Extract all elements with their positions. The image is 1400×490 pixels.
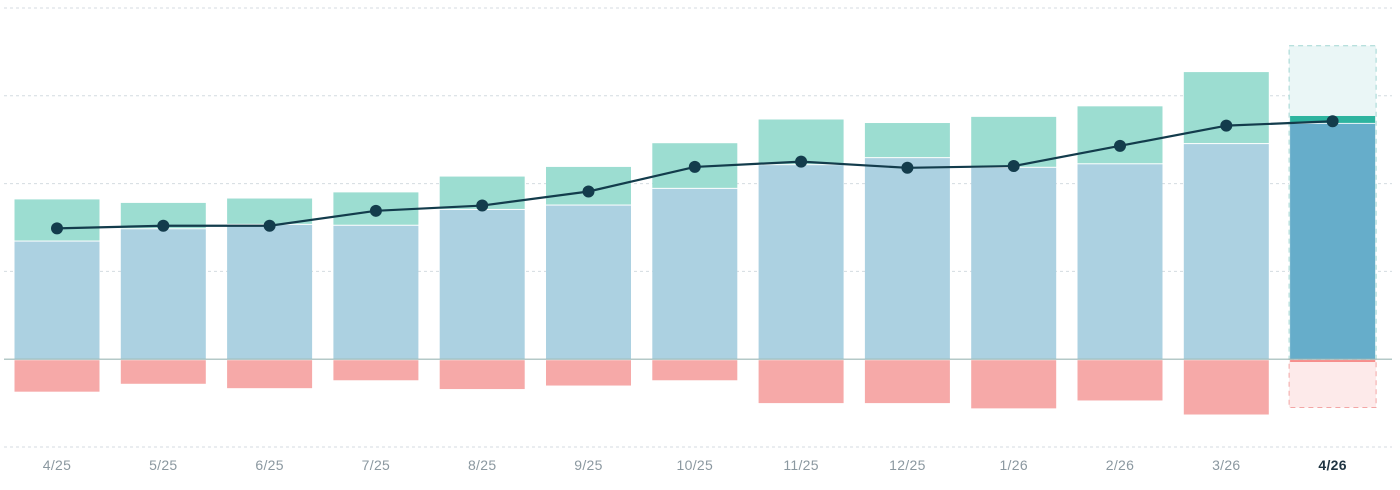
bar-negative[interactable]	[333, 360, 419, 381]
trend-point[interactable]	[263, 219, 276, 232]
bar-negative[interactable]	[227, 360, 313, 389]
bar-base[interactable]	[546, 205, 631, 360]
bar-growth[interactable]	[227, 198, 313, 224]
bar-negative[interactable]	[439, 360, 525, 390]
bar-negative[interactable]	[758, 360, 844, 404]
bar-base[interactable]	[864, 158, 950, 360]
bar-negative[interactable]	[971, 360, 1057, 409]
bar-growth[interactable]	[971, 116, 1057, 167]
bar-base[interactable]	[14, 241, 100, 360]
bar-negative[interactable]	[14, 360, 100, 392]
trend-point[interactable]	[476, 199, 489, 212]
trend-point[interactable]	[1114, 139, 1126, 152]
bar-layer	[14, 72, 1376, 415]
bar-base[interactable]	[652, 188, 738, 360]
x-tick-label: 1/26	[999, 457, 1027, 473]
bar-negative[interactable]	[1183, 360, 1269, 415]
x-tick-label: 11/25	[783, 457, 819, 473]
x-tick-label: 9/25	[574, 457, 602, 473]
bar-base[interactable]	[971, 167, 1057, 360]
bar-base[interactable]	[1183, 144, 1269, 360]
x-tick-label: 10/25	[677, 457, 714, 473]
trend-point[interactable]	[51, 222, 63, 235]
trend-point[interactable]	[1007, 160, 1020, 173]
trend-point[interactable]	[157, 219, 170, 232]
x-tick-label: 6/25	[255, 457, 283, 473]
x-tick-label: 4/25	[43, 457, 71, 473]
bar-base[interactable]	[333, 225, 419, 360]
bar-base[interactable]	[758, 165, 844, 360]
bar-base[interactable]	[1077, 164, 1163, 360]
x-tick-label: 4/26	[1318, 457, 1346, 473]
x-tick-label: 3/26	[1212, 457, 1240, 473]
bar-negative[interactable]	[120, 360, 206, 384]
bar-negative[interactable]	[652, 360, 738, 381]
bar-growth[interactable]	[1077, 106, 1163, 164]
bar-negative[interactable]	[864, 360, 950, 404]
bar-growth[interactable]	[1183, 72, 1269, 144]
bar-negative[interactable]	[546, 360, 631, 386]
trend-point[interactable]	[795, 155, 808, 168]
x-tick-label: 12/25	[889, 457, 926, 473]
bar-negative[interactable]	[1290, 360, 1376, 362]
x-tick-label: 7/25	[362, 457, 390, 473]
line-layer	[51, 115, 1339, 235]
x-axis-labels: 4/25 5/25 6/25 7/25 8/25 9/25 10/25 11/25 12/25 1…	[43, 457, 1347, 473]
x-tick-label: 5/25	[149, 457, 177, 473]
trend-point[interactable]	[688, 160, 701, 173]
bar-base[interactable]	[120, 229, 206, 360]
bar-base[interactable]	[227, 224, 313, 360]
bar-growth[interactable]	[864, 123, 950, 158]
trend-point[interactable]	[369, 204, 382, 217]
bar-base[interactable]	[439, 209, 525, 360]
bar-base[interactable]	[1290, 123, 1376, 360]
trend-point[interactable]	[582, 185, 595, 198]
trend-point[interactable]	[1326, 115, 1339, 128]
trend-point[interactable]	[1220, 119, 1233, 132]
x-tick-label: 2/26	[1106, 457, 1134, 473]
bar-negative[interactable]	[1077, 360, 1163, 401]
forecast-range-negative	[1288, 358, 1377, 408]
x-tick-label: 8/25	[468, 457, 496, 473]
trend-point[interactable]	[901, 161, 914, 174]
